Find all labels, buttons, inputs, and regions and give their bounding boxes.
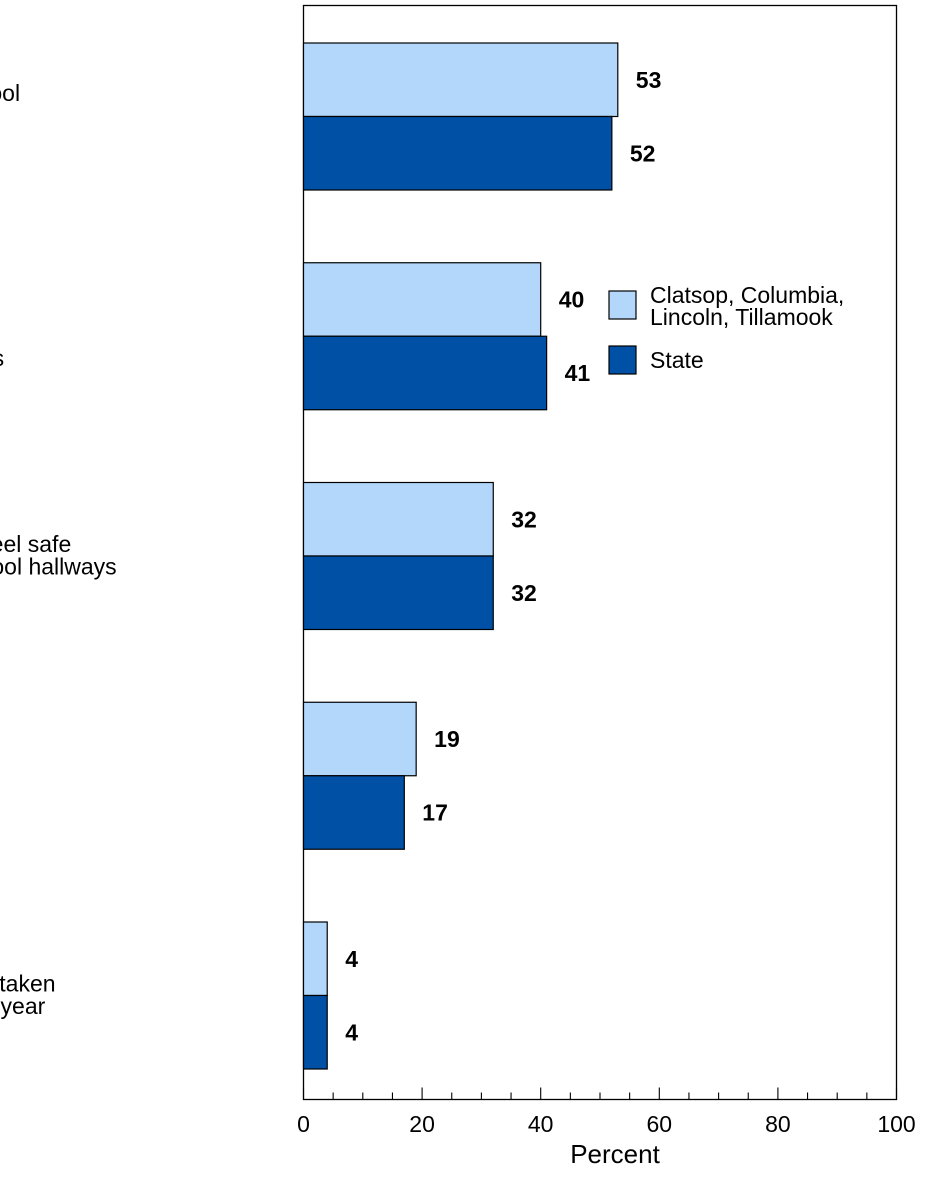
legend-swatch — [608, 290, 637, 320]
legend-label: Clatsop, Columbia, Lincoln, Tillamook — [650, 282, 844, 330]
bar-series-2 — [302, 994, 328, 1070]
data-label: 17 — [422, 800, 448, 826]
legend-label-line: State — [650, 347, 704, 373]
x-axis-title: Percent — [570, 1139, 660, 1169]
x-tick-label: 0 — [297, 1111, 310, 1137]
bar-series-1 — [302, 701, 417, 777]
data-label: 52 — [630, 140, 656, 166]
category-label-line: Had something taken — [0, 970, 56, 996]
category-label: Had something takenby force in past year — [0, 970, 56, 1019]
x-tick-label: 100 — [877, 1111, 915, 1137]
bar-series-1 — [302, 42, 619, 118]
data-label: 53 — [636, 67, 662, 93]
x-tick-label: 80 — [765, 1111, 791, 1137]
legend-label: State — [650, 347, 704, 373]
data-label: 41 — [565, 360, 591, 386]
data-label: 32 — [511, 580, 537, 606]
category-label: Don't feel safe in school hallways — [0, 531, 117, 580]
legend-label-line: Lincoln, Tillamook — [650, 304, 833, 330]
x-tick-label: 60 — [647, 1111, 673, 1137]
category-label: Harassed at school or on the way to scho… — [0, 80, 20, 151]
legend-swatch — [608, 345, 637, 375]
legend-label-line: Clatsop, Columbia, — [650, 282, 844, 308]
category-label-line: in school hallways — [0, 553, 117, 579]
bar-series-2 — [302, 115, 613, 191]
data-label: 32 — [511, 506, 537, 532]
x-tick-label: 40 — [528, 1111, 554, 1137]
bar-series-2 — [302, 335, 548, 411]
bar-series-1 — [302, 262, 542, 337]
data-label: 4 — [345, 946, 358, 972]
data-label: 4 — [345, 1019, 358, 1045]
bar-series-2 — [302, 555, 494, 631]
x-tick-label: 20 — [409, 1111, 435, 1137]
bar-series-1 — [302, 921, 328, 997]
category-label-line: school grounds — [0, 345, 4, 371]
data-label: 19 — [434, 726, 460, 752]
data-label: 40 — [559, 287, 585, 313]
category-label-line: Don't feel safe — [0, 531, 71, 557]
category-label: Don't feel safe outside onschool grounds — [0, 300, 4, 371]
category-label-line: by force in past year — [0, 993, 46, 1019]
bar-series-2 — [302, 775, 405, 850]
category-label-line: Harassed at school — [0, 80, 20, 106]
bar-series-1 — [302, 481, 494, 557]
